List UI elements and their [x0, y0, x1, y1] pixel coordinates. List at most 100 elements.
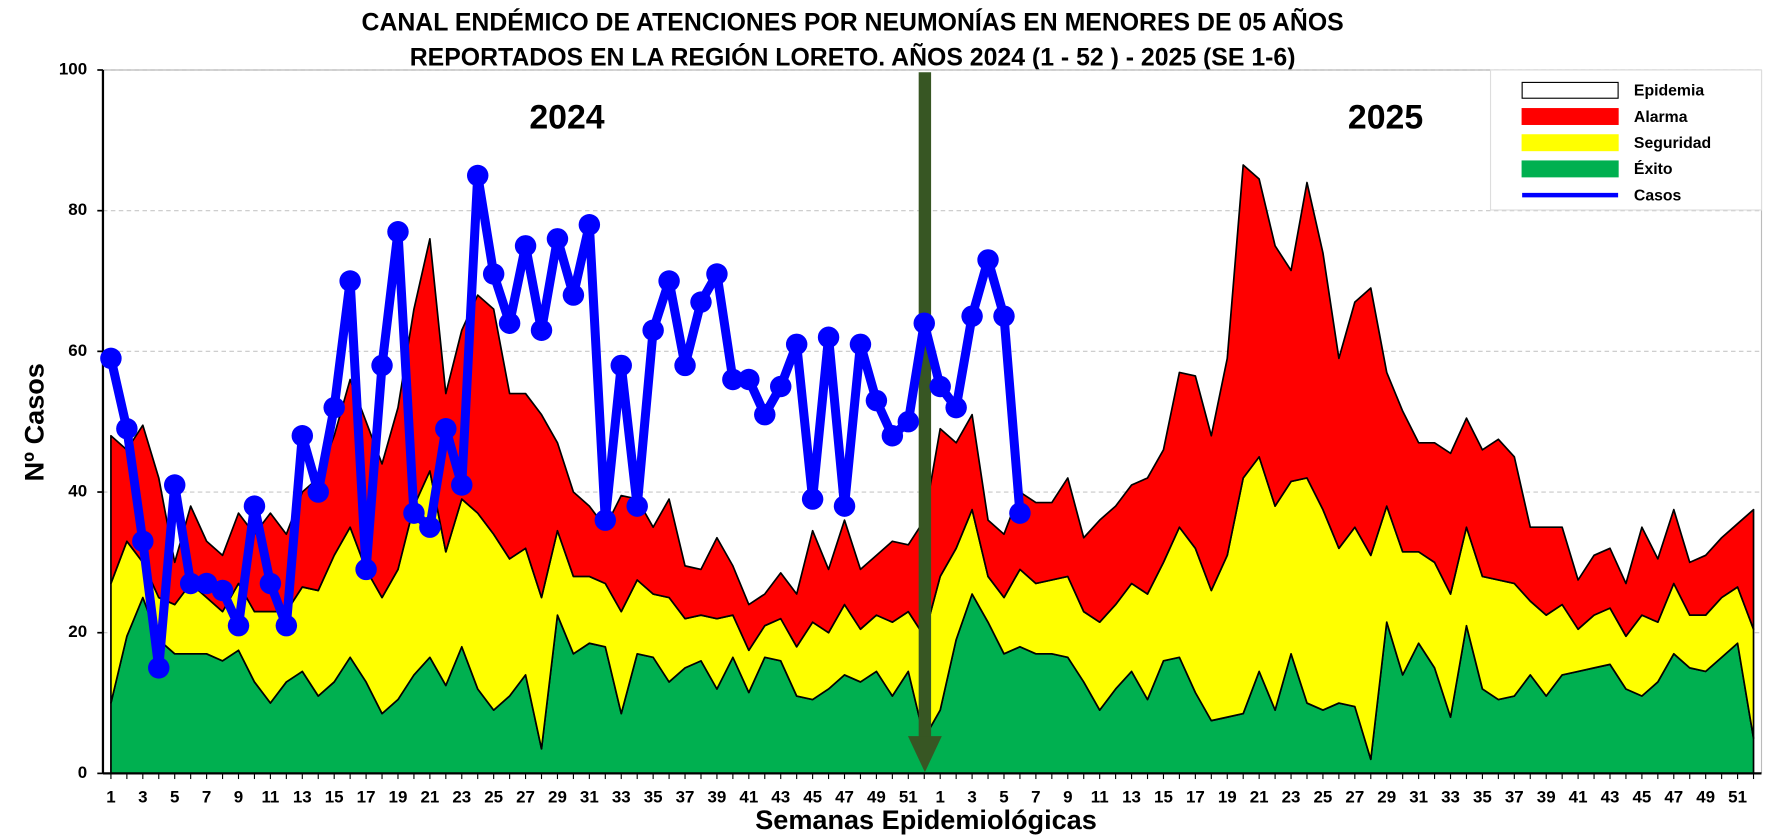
cases-point: [897, 410, 920, 433]
cases-point: [100, 347, 122, 370]
chart-title: REPORTADOS EN LA REGIÓN LORETO. AÑOS 202…: [410, 43, 1296, 71]
x-tick-label: 35: [644, 788, 663, 807]
x-tick-label: 39: [708, 788, 727, 807]
legend-label: Éxito: [1634, 159, 1673, 178]
legend-swatch: [1521, 108, 1619, 125]
x-tick-label: 39: [1537, 788, 1556, 807]
cases-point: [259, 572, 282, 595]
cases-point: [514, 235, 537, 257]
cases: [100, 164, 1031, 679]
cases-point: [466, 164, 489, 187]
x-tick-label: 27: [516, 788, 535, 807]
cases-point: [116, 418, 138, 440]
y-tick-label: 40: [68, 482, 87, 501]
cases-point: [403, 502, 425, 524]
cases-point: [307, 481, 329, 503]
legend-label: Alarma: [1634, 109, 1688, 126]
legend: Epidemia Alarma Seguridad Éxito Casos: [1489, 69, 1763, 211]
x-tick-label: 31: [580, 788, 599, 807]
cases-point: [801, 488, 824, 510]
x-tick-label: 31: [1409, 788, 1428, 807]
cases-point: [738, 368, 760, 391]
cases-point: [530, 319, 553, 341]
x-tick-label: 51: [899, 788, 918, 807]
cases-point: [754, 403, 776, 426]
cases-point: [913, 312, 935, 334]
cases-point: [658, 270, 680, 292]
x-tick-label: 11: [1091, 788, 1109, 807]
legend-label: Casos: [1634, 187, 1682, 204]
x-tick-label: 23: [1282, 788, 1301, 807]
annotation: 2024: [529, 99, 604, 137]
x-axis-label: Semanas Epidemiológicas: [755, 804, 1097, 835]
cases-point: [817, 326, 840, 349]
x-tick-label: 19: [1218, 788, 1237, 807]
x-tick-label: 43: [771, 788, 790, 807]
x-tick-label: 15: [325, 788, 344, 807]
x-tick-label: 33: [1441, 788, 1460, 807]
cases-point: [706, 263, 728, 285]
x-tick-label: 37: [1505, 788, 1524, 807]
cases-point: [419, 516, 441, 538]
x-tick-label: 13: [1122, 788, 1141, 807]
cases-point: [498, 312, 521, 334]
cases-point: [371, 354, 393, 377]
x-tick-label: 7: [202, 788, 211, 807]
x-tick-label: 49: [867, 788, 886, 807]
cases-point: [562, 284, 585, 306]
x-tick-label: 45: [803, 788, 822, 807]
x-tick-label: 29: [548, 788, 567, 807]
cases-point: [578, 214, 601, 236]
x-tick-label: 5: [999, 788, 1008, 807]
x-tick-label: 33: [612, 788, 631, 807]
x-tick-label: 23: [452, 788, 471, 807]
x-tick-label: 1: [106, 788, 115, 807]
cases-point: [546, 228, 569, 250]
x-tick-label: 3: [138, 788, 147, 807]
x-tick-label: 37: [676, 788, 695, 807]
legend-label: Seguridad: [1634, 135, 1711, 152]
cases-point: [355, 558, 377, 581]
divider-arrow-head: [907, 736, 942, 773]
x-tick-label: 43: [1601, 788, 1620, 807]
x-tick-label: 13: [293, 788, 312, 807]
cases-point: [1009, 502, 1031, 524]
x-tick-label: 17: [357, 788, 376, 807]
x-tick-label: 3: [967, 788, 976, 807]
cases-point: [451, 474, 473, 496]
x-tick-label: 9: [1063, 788, 1072, 807]
cases-line: [106, 170, 1025, 673]
cases-point: [339, 270, 361, 292]
cases-point: [211, 579, 234, 602]
cases-point: [482, 263, 505, 285]
x-tick-label: 5: [170, 788, 179, 807]
cases-point: [387, 221, 409, 243]
cases-point: [626, 495, 648, 517]
cases-point: [642, 319, 664, 341]
x-tick-label: 9: [234, 788, 243, 807]
legend-swatch: [1521, 81, 1619, 99]
x-tick-label: 15: [1154, 788, 1173, 807]
x-tick-label: 27: [1345, 788, 1364, 807]
legend-swatch: [1521, 134, 1619, 152]
cases-point: [594, 509, 617, 531]
cases-point: [275, 614, 298, 637]
cases-point: [132, 530, 154, 552]
cases-point: [610, 354, 632, 377]
cases-point: [929, 375, 951, 398]
x-tick-label: 41: [739, 788, 758, 807]
cases-point: [977, 249, 999, 271]
y-tick-label: 20: [68, 622, 87, 641]
x-tick-label: 29: [1377, 788, 1396, 807]
legend-label: Epidemia: [1634, 83, 1704, 100]
cases-point: [243, 495, 266, 517]
y-tick-label: 0: [78, 763, 87, 782]
x-tick-label: 47: [1664, 788, 1683, 807]
cases-point: [833, 495, 856, 517]
x-tick-label: 49: [1696, 788, 1715, 807]
x-tick-label: 35: [1473, 788, 1492, 807]
area-1: [110, 164, 1755, 652]
x-tick-label: 45: [1632, 788, 1651, 807]
